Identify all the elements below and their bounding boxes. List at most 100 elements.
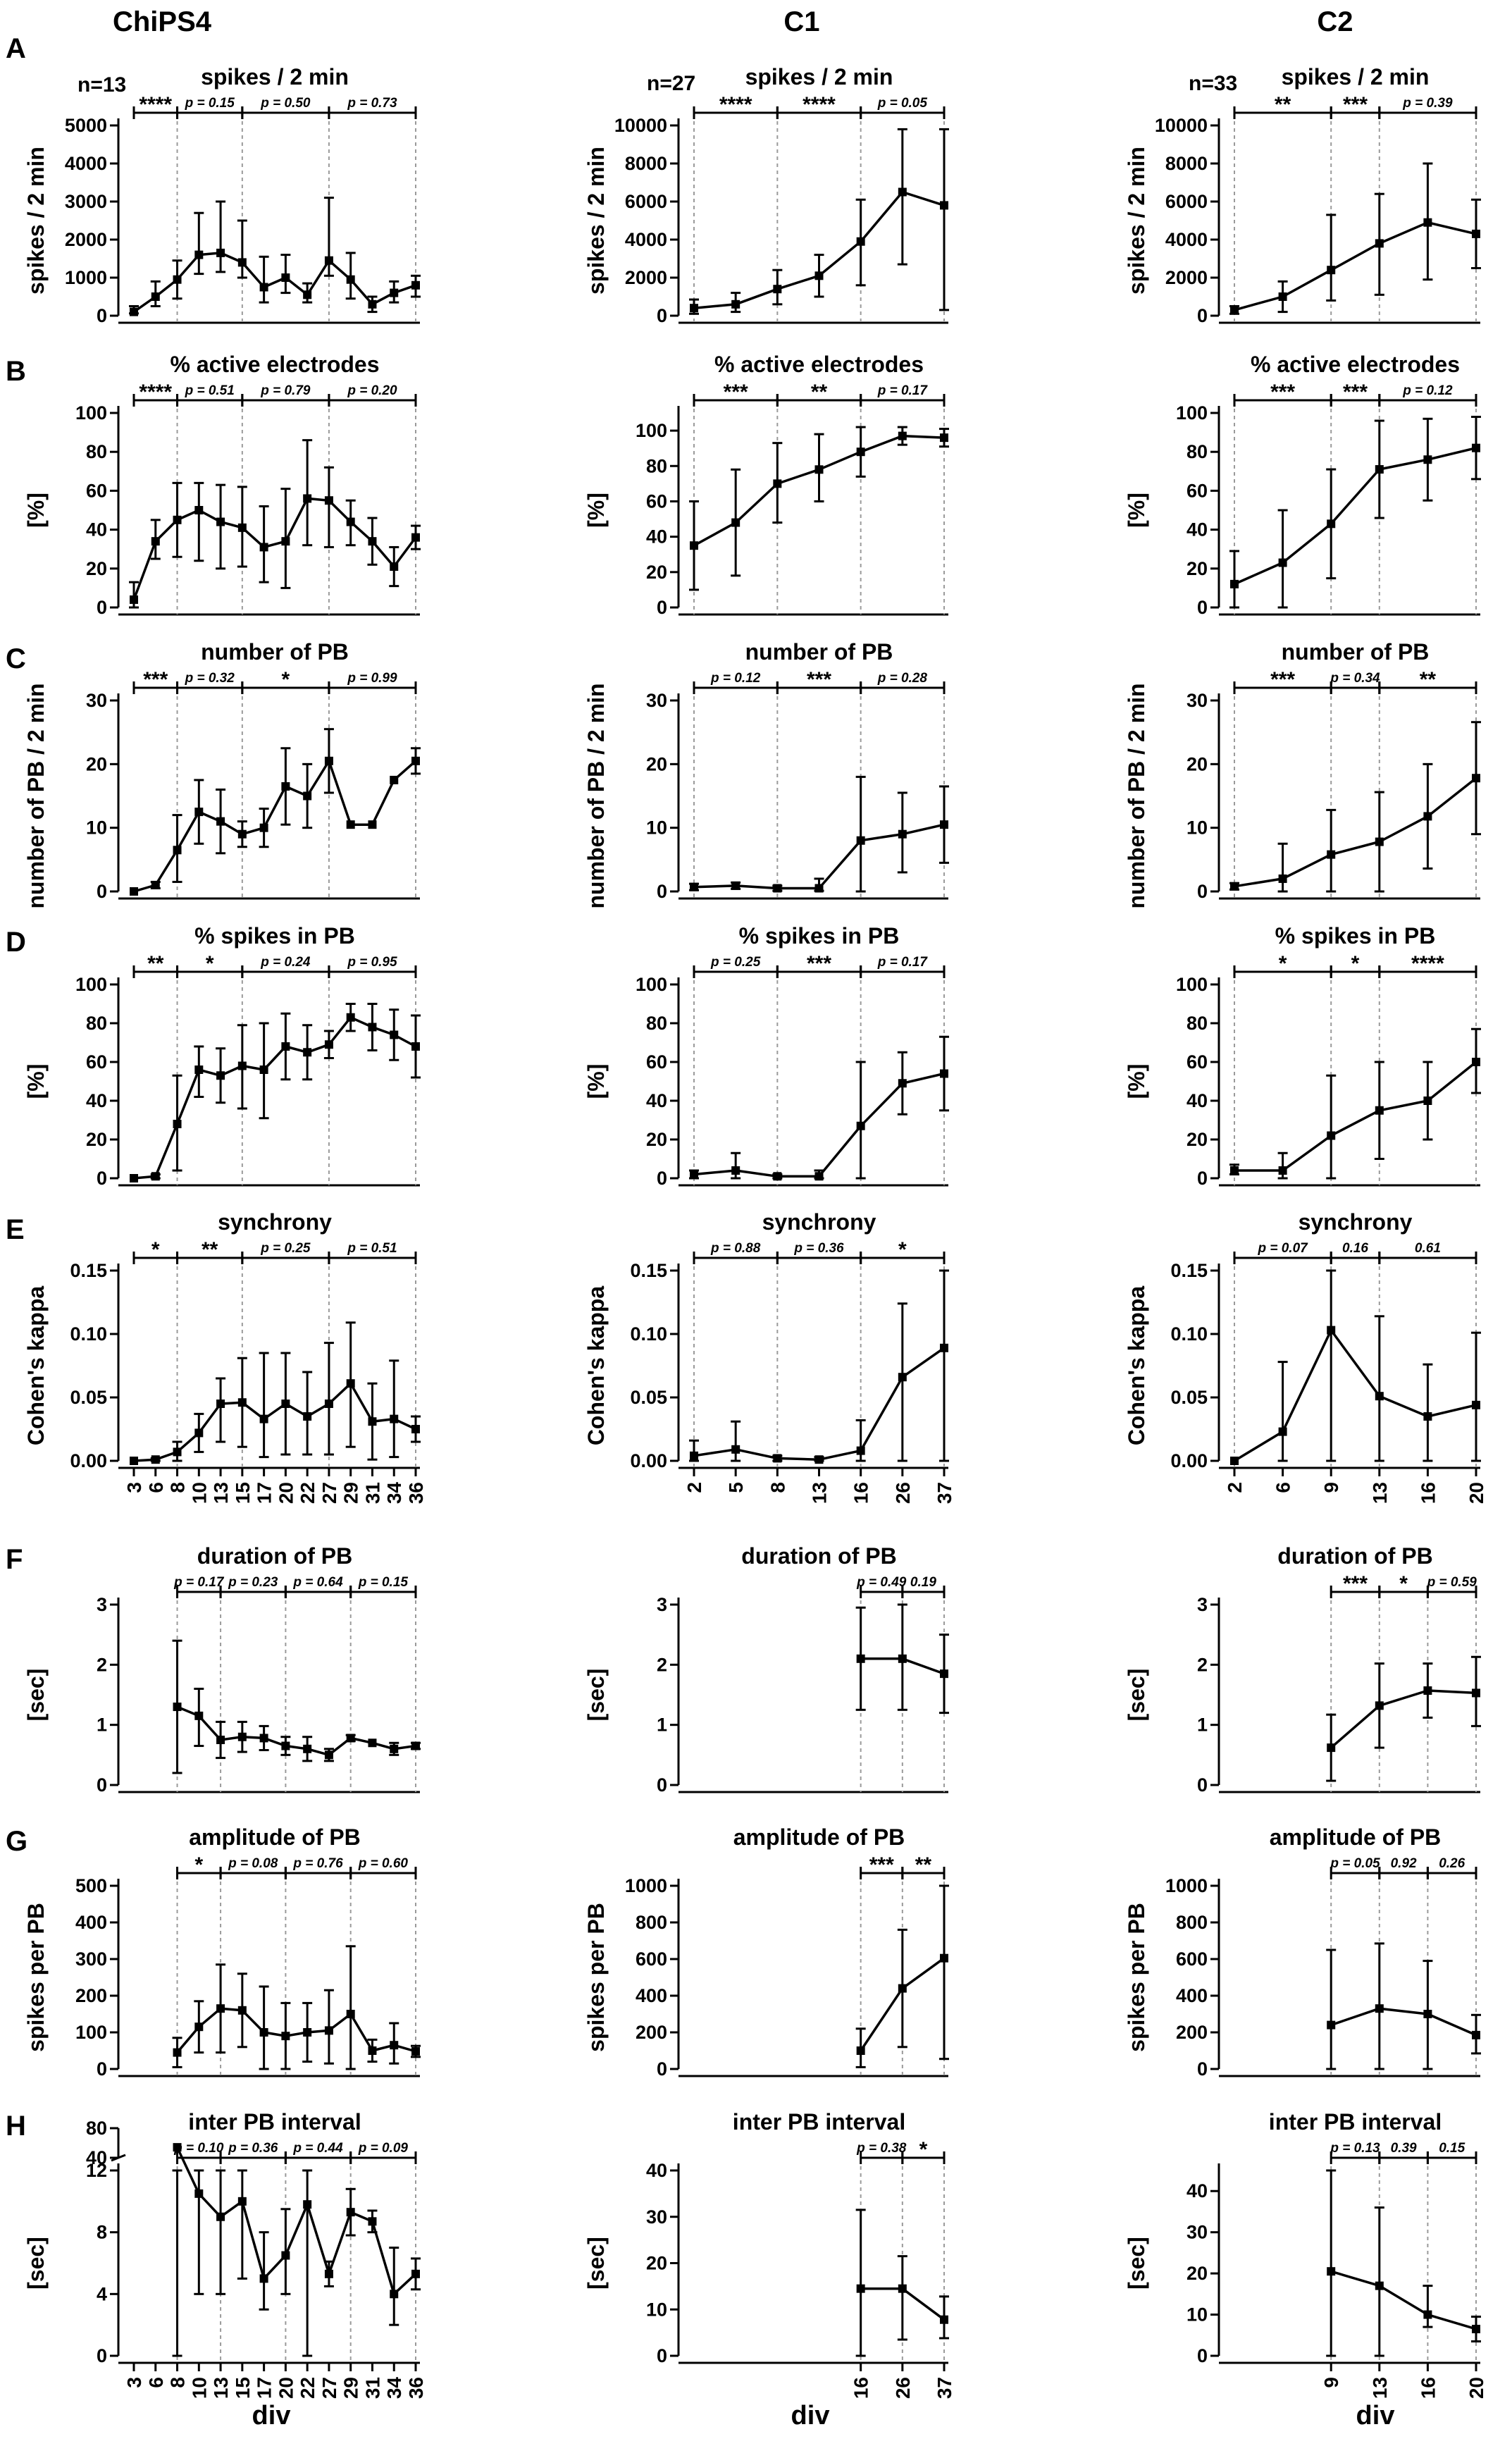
y-tick-label: 1 [657, 1715, 667, 1736]
y-tick-label: 6000 [625, 191, 667, 212]
significance-label: *** [1343, 93, 1368, 116]
data-point-27 [324, 1400, 333, 1408]
significance-label: p = 0.51 [185, 383, 235, 398]
data-point-3 [130, 1174, 138, 1182]
y-tick-label: 8 [97, 2222, 107, 2243]
data-point-6 [151, 880, 160, 889]
panel-title: % active electrodes [714, 352, 924, 377]
y-tick-label: 0.15 [70, 1260, 107, 1281]
x-tick-label: 27 [318, 1482, 340, 1504]
significance-label: *** [1270, 381, 1295, 404]
data-point-22 [303, 290, 312, 299]
significance-label: p = 0.12 [710, 671, 761, 686]
y-tick-label: 0 [657, 2058, 667, 2080]
y-tick-label: 1 [97, 1715, 107, 1736]
significance-label: p = 0.12 [1402, 383, 1453, 398]
panel-title: number of PB [201, 639, 349, 665]
y-tick-label: 12 [86, 2160, 107, 2181]
significance-label: * [151, 1238, 160, 1261]
significance-label: p = 0.28 [877, 671, 928, 686]
data-point-36 [411, 2047, 420, 2056]
y-tick-label: 0 [1197, 1168, 1208, 1189]
data-point-20 [281, 273, 290, 282]
data-point-29 [346, 1379, 355, 1388]
data-point-8 [173, 1447, 182, 1457]
significance-label: 0.39 [1391, 2141, 1417, 2156]
panel-title: % spikes in PB [194, 923, 355, 949]
significance-label: *** [1343, 381, 1368, 404]
x-tick-label: 31 [361, 1482, 383, 1504]
y-tick-label: 400 [636, 1985, 667, 2006]
y-tick-label: 3 [97, 1594, 107, 1615]
y-axis-label: spikes / 2 min [1124, 147, 1149, 295]
series-line [1234, 1061, 1477, 1172]
y-tick-label: 0 [97, 305, 107, 326]
y-axis-label: spikes per PB [23, 1903, 49, 2052]
row-letter-b: B [6, 356, 26, 387]
row-letter-f: F [6, 1544, 23, 1575]
y-tick-label: 2000 [65, 229, 107, 250]
significance-label: p = 0.24 [260, 955, 311, 970]
panel-title: number of PB [745, 639, 893, 665]
x-tick-label: 34 [383, 2377, 405, 2399]
y-tick-label: 0.05 [70, 1387, 107, 1408]
significance-label: ** [147, 952, 164, 975]
significance-label: *** [1343, 1572, 1368, 1595]
data-point-27 [324, 256, 333, 265]
significance-label: **** [139, 93, 172, 116]
y-tick-label: 60 [86, 480, 107, 501]
data-point-31 [368, 2046, 377, 2055]
data-point-16 [1423, 455, 1432, 464]
data-point-8 [173, 846, 182, 855]
y-tick-label: 400 [75, 1912, 107, 1933]
series-line [1330, 2270, 1477, 2330]
significance-label: 0.61 [1415, 1241, 1441, 1256]
data-point-9 [1327, 2267, 1336, 2276]
data-point-13 [216, 2004, 225, 2013]
y-tick-label: 4000 [65, 153, 107, 174]
data-point-27 [324, 496, 333, 505]
panel-b-c2: % active electrodes [%] 0 20 40 60 80 100 *** ***… [1124, 352, 1481, 618]
data-point-5 [731, 1166, 740, 1175]
x-tick-label: 37 [934, 2377, 955, 2399]
panel-title: synchrony [762, 1209, 876, 1235]
y-tick-label: 0.05 [1170, 1387, 1208, 1408]
panel-c-chips4: number of PB number of PB / 2 min 0 10 20 30 *… [23, 639, 421, 909]
data-point-20 [1472, 1058, 1480, 1066]
x-tick-label: 16 [850, 1482, 872, 1504]
x-tick-label: 10 [188, 1482, 210, 1504]
y-tick-label: 80 [646, 1013, 667, 1034]
x-tick-label: 6 [145, 2377, 167, 2388]
data-point-16 [856, 2046, 865, 2055]
y-tick-label: 10 [646, 2299, 667, 2320]
y-tick-label: 4 [97, 2283, 107, 2304]
panel-b-chips4: % active electrodes [%] 0 20 40 60 80 100 **** p … [23, 352, 421, 618]
y-tick-label: 0 [657, 305, 667, 326]
data-point-16 [856, 237, 865, 246]
x-title-chips4: div [252, 2401, 291, 2430]
data-point-34 [390, 2041, 399, 2050]
y-tick-label: 30 [646, 2206, 667, 2228]
x-tick-label: 36 [405, 2377, 427, 2399]
data-point-8 [773, 1454, 782, 1463]
panel-c-c1: number of PB number of PB / 2 min 0 10 20 30 p… [583, 639, 949, 909]
data-point-36 [411, 533, 420, 542]
panel-a-c2: spikes / 2 min spikes / 2 min 0 2000 4000 600… [1124, 64, 1481, 326]
y-axis-label: [sec] [23, 2237, 49, 2290]
significance-label: 0.92 [1391, 1856, 1417, 1871]
y-tick-label: 100 [75, 974, 107, 995]
y-tick-label: 800 [636, 1912, 667, 1933]
x-tick-label: 13 [1369, 2377, 1391, 2399]
significance-label: p = 0.99 [347, 671, 397, 686]
data-point-15 [237, 829, 247, 839]
y-tick-label: 80 [86, 441, 107, 462]
data-point-17 [259, 1066, 268, 1074]
y-tick-label: 30 [1186, 2222, 1208, 2243]
significance-label: p = 0.88 [710, 1241, 761, 1256]
data-point-16 [856, 2284, 865, 2293]
data-point-20 [281, 2251, 290, 2260]
data-point-34 [390, 1030, 399, 1039]
significance-label: *** [724, 381, 748, 404]
